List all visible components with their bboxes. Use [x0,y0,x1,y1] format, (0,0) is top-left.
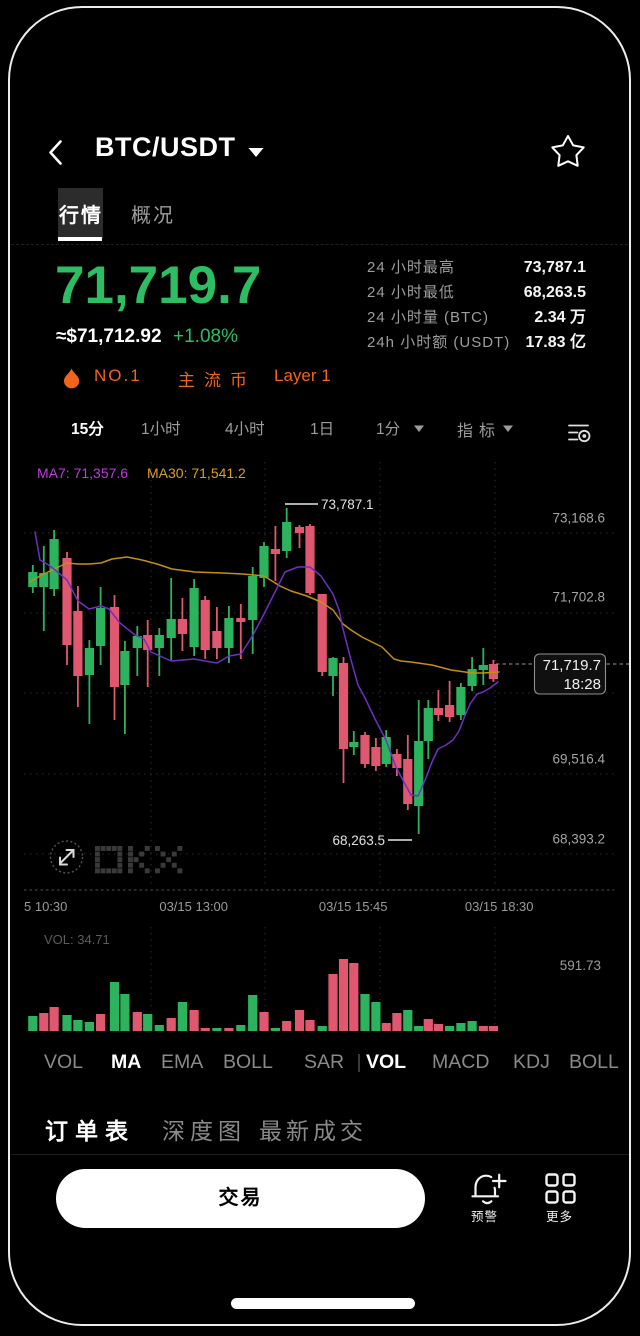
svg-text:68,393.2: 68,393.2 [552,832,605,847]
svg-text:5 10:30: 5 10:30 [24,899,67,914]
svg-text:MA7: 71,357.6: MA7: 71,357.6 [37,465,128,481]
svg-text:18:28: 18:28 [563,676,601,693]
svg-text:73,787.1: 73,787.1 [321,497,374,512]
svg-text:MA30: 71,541.2: MA30: 71,541.2 [147,465,246,481]
svg-text:73,168.6: 73,168.6 [552,511,605,526]
svg-text:03/15 13:00: 03/15 13:00 [159,899,228,914]
svg-text:71,702.8: 71,702.8 [552,590,605,605]
svg-text:68,263.5: 68,263.5 [332,833,385,848]
svg-text:591.73: 591.73 [560,958,601,973]
svg-text:03/15 15:45: 03/15 15:45 [319,899,388,914]
svg-text:71,719.7: 71,719.7 [543,657,601,674]
svg-text:03/15 18:30: 03/15 18:30 [465,899,534,914]
svg-text:VOL: 34.71: VOL: 34.71 [44,932,110,947]
svg-text:69,516.4: 69,516.4 [552,752,605,767]
